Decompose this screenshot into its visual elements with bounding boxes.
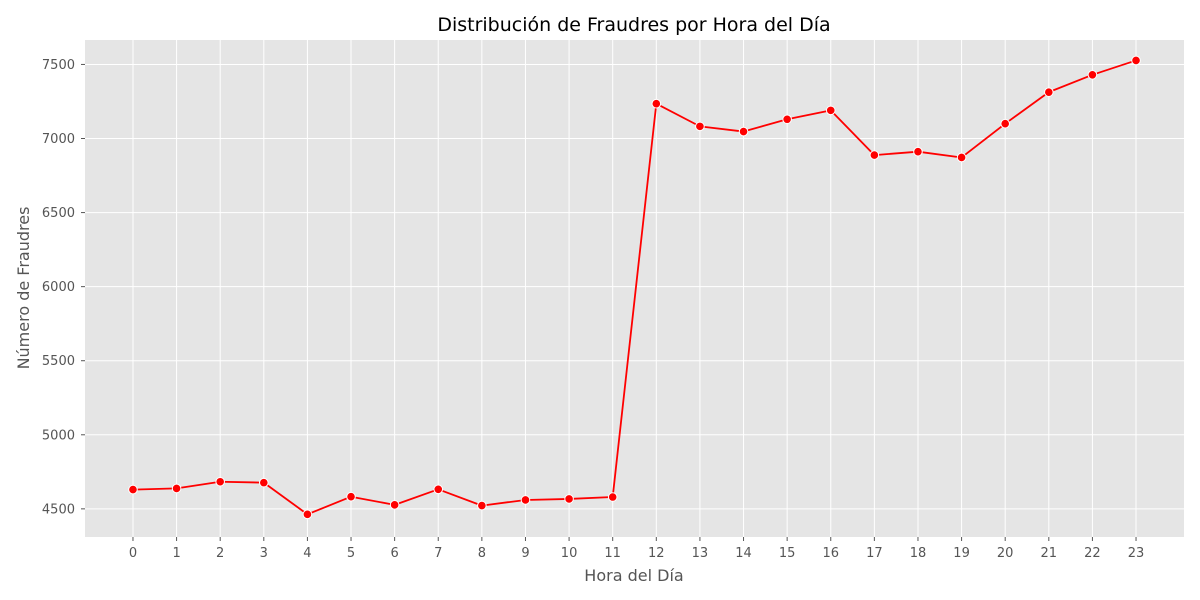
data-point	[1131, 55, 1141, 66]
series-layer	[128, 55, 1141, 520]
x-tick-label: 16	[822, 546, 839, 561]
data-point	[346, 491, 356, 502]
data-point	[1044, 87, 1054, 97]
data-point	[738, 126, 749, 137]
x-tick-label: 6	[390, 546, 398, 561]
data-point	[171, 483, 182, 494]
data-point	[302, 509, 313, 520]
data-point	[825, 105, 836, 116]
data-point	[869, 150, 880, 160]
y-tick-labels: 4500 5000 5500 6000 6500 7000 7500	[42, 58, 85, 517]
data-point	[520, 495, 531, 505]
chart-title: Distribución de Fraudres por Hora del Dí…	[437, 14, 830, 36]
x-tick-label: 11	[604, 546, 621, 561]
y-tick-label: 5000	[42, 428, 75, 443]
x-tick-label: 3	[260, 546, 268, 561]
x-tick-label: 8	[478, 546, 486, 561]
x-axis-label: Hora del Día	[584, 566, 683, 585]
x-tick-label: 7	[434, 546, 442, 561]
data-point	[389, 500, 400, 510]
x-tick-label: 23	[1128, 546, 1145, 561]
data-point	[433, 484, 444, 495]
x-tick-label: 10	[561, 546, 578, 561]
y-tick-label: 4500	[42, 502, 75, 517]
x-tick-label: 5	[347, 546, 355, 561]
x-tick-label: 9	[521, 546, 529, 561]
data-point	[607, 492, 618, 502]
x-tick-label: 22	[1084, 546, 1101, 561]
x-gridlines	[132, 40, 1137, 537]
data-point	[913, 146, 923, 157]
data-point	[782, 114, 792, 125]
data-point	[477, 500, 487, 511]
x-tick-label: 19	[953, 546, 970, 561]
data-point	[651, 98, 662, 109]
x-tick-label: 0	[129, 546, 137, 561]
x-tick-label: 2	[216, 546, 224, 561]
x-tick-label: 14	[735, 546, 752, 561]
data-point	[1000, 118, 1010, 129]
x-tick-label: 1	[172, 546, 180, 561]
data-point	[215, 476, 225, 487]
y-tick-label: 7500	[42, 58, 75, 73]
y-tick-label: 7000	[42, 132, 75, 147]
data-point	[564, 494, 574, 504]
x-tick-labels: 0 1 2 3 4 5 6 7 8 9 10 11 12 13 14 15 16 17 18 19 20 21 22 23	[129, 537, 1144, 561]
data-point	[695, 121, 705, 132]
x-tick-label: 4	[303, 546, 311, 561]
x-tick-label: 18	[910, 546, 927, 561]
y-tick-label: 6500	[42, 206, 75, 221]
data-point	[1087, 70, 1098, 80]
x-tick-label: 15	[779, 546, 796, 561]
x-tick-label: 12	[648, 546, 665, 561]
x-tick-label: 20	[997, 546, 1014, 561]
series-line	[132, 59, 1137, 516]
data-point	[956, 152, 967, 163]
x-tick-label: 17	[866, 546, 883, 561]
y-gridlines	[85, 63, 1184, 510]
y-tick-label: 5500	[42, 354, 75, 369]
y-tick-label: 6000	[42, 280, 75, 295]
data-point	[259, 477, 269, 488]
data-point	[128, 484, 138, 495]
x-tick-label: 13	[692, 546, 709, 561]
x-tick-label: 21	[1041, 546, 1058, 561]
y-axis-label: Número de Fraudres	[14, 207, 33, 370]
